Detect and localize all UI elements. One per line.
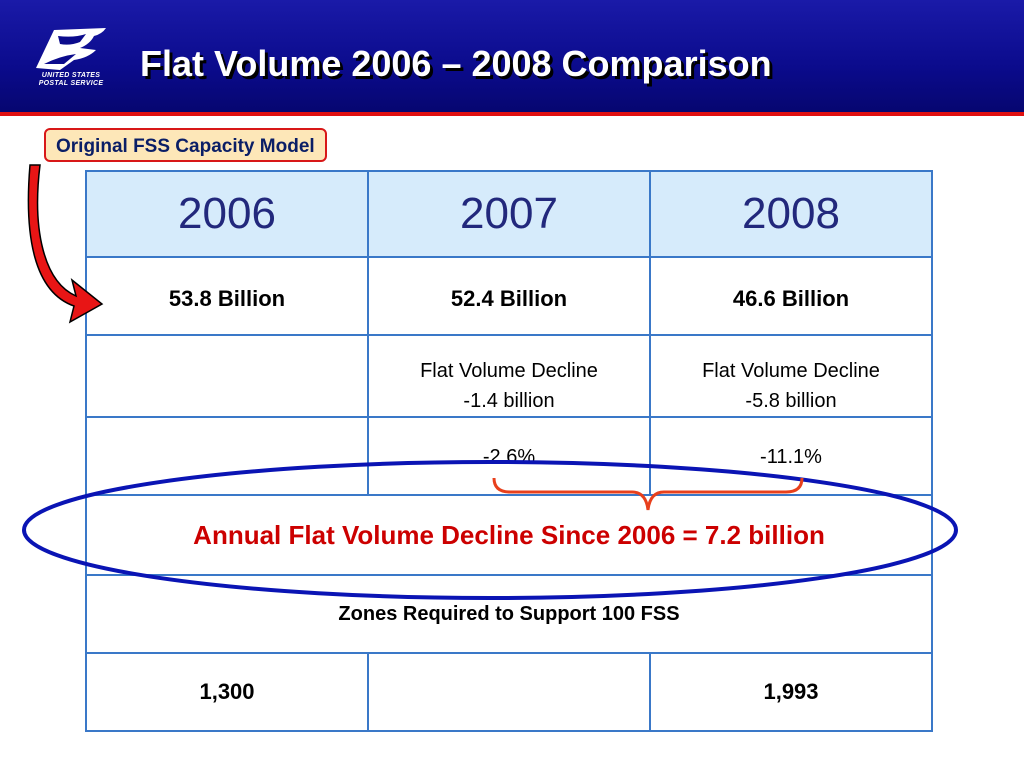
decline-text: Flat Volume Decline -5.8 billion: [702, 360, 880, 412]
volume-value: 53.8 Billion: [168, 286, 286, 311]
volume-value: 52.4 Billion: [450, 286, 568, 311]
volume-table: 2006 2007 2008 53.8 Billion 52.4 Billion…: [85, 170, 933, 732]
zones-cell: [367, 652, 651, 732]
volume-value: 46.6 Billion: [732, 286, 850, 311]
total-decline-text: Annual Flat Volume Decline Since 2006 = …: [193, 519, 825, 550]
percent-value: -11.1%: [760, 446, 822, 468]
zones-cell: 1,993: [649, 652, 933, 732]
decline-cell: Flat Volume Decline -5.8 billion: [649, 334, 933, 418]
percent-cell: [85, 416, 369, 496]
zones-label: Zones Required to Support 100 FSS: [338, 602, 680, 625]
usps-logo-text: UNITED STATES POSTAL SERVICE: [30, 72, 112, 88]
year-label: 2006: [178, 189, 276, 238]
page-title: Flat Volume 2006 – 2008 Comparison: [140, 43, 772, 84]
decline-cell: Flat Volume Decline -1.4 billion: [367, 334, 651, 418]
zones-cell: 1,300: [85, 652, 369, 732]
zones-label-cell: Zones Required to Support 100 FSS: [85, 574, 933, 654]
zones-label-row: Zones Required to Support 100 FSS: [85, 574, 933, 654]
volume-cell: 52.4 Billion: [367, 256, 651, 336]
percent-value: -2.6%: [482, 446, 536, 468]
logo-line-2: POSTAL SERVICE: [38, 80, 104, 87]
total-decline-row: Annual Flat Volume Decline Since 2006 = …: [85, 494, 933, 576]
volume-cell: 53.8 Billion: [85, 256, 369, 336]
zones-values-row: 1,300 1,993: [85, 652, 933, 732]
percent-cell: -2.6%: [367, 416, 651, 496]
year-cell: 2006: [85, 170, 369, 258]
year-label: 2008: [742, 189, 840, 238]
header-bar: [0, 0, 1024, 112]
year-label: 2007: [460, 189, 558, 238]
year-cell: 2007: [367, 170, 651, 258]
year-cell: 2008: [649, 170, 933, 258]
decline-text: Flat Volume Decline -1.4 billion: [420, 360, 598, 412]
header-divider: [0, 112, 1024, 116]
decline-cell: [85, 334, 369, 418]
total-decline-cell: Annual Flat Volume Decline Since 2006 = …: [85, 494, 933, 576]
zones-value: 1,993: [763, 679, 819, 704]
eagle-icon: [36, 28, 106, 70]
logo-line-1: UNITED STATES: [41, 72, 101, 79]
percent-cell: -11.1%: [649, 416, 933, 496]
capacity-model-tag: Original FSS Capacity Model: [44, 128, 327, 162]
volume-row: 53.8 Billion 52.4 Billion 46.6 Billion: [85, 256, 933, 336]
percent-row: -2.6% -11.1%: [85, 416, 933, 496]
year-header-row: 2006 2007 2008: [85, 170, 933, 258]
zones-value: 1,300: [199, 679, 255, 704]
decline-row: Flat Volume Decline -1.4 billion Flat Vo…: [85, 334, 933, 418]
volume-cell: 46.6 Billion: [649, 256, 933, 336]
